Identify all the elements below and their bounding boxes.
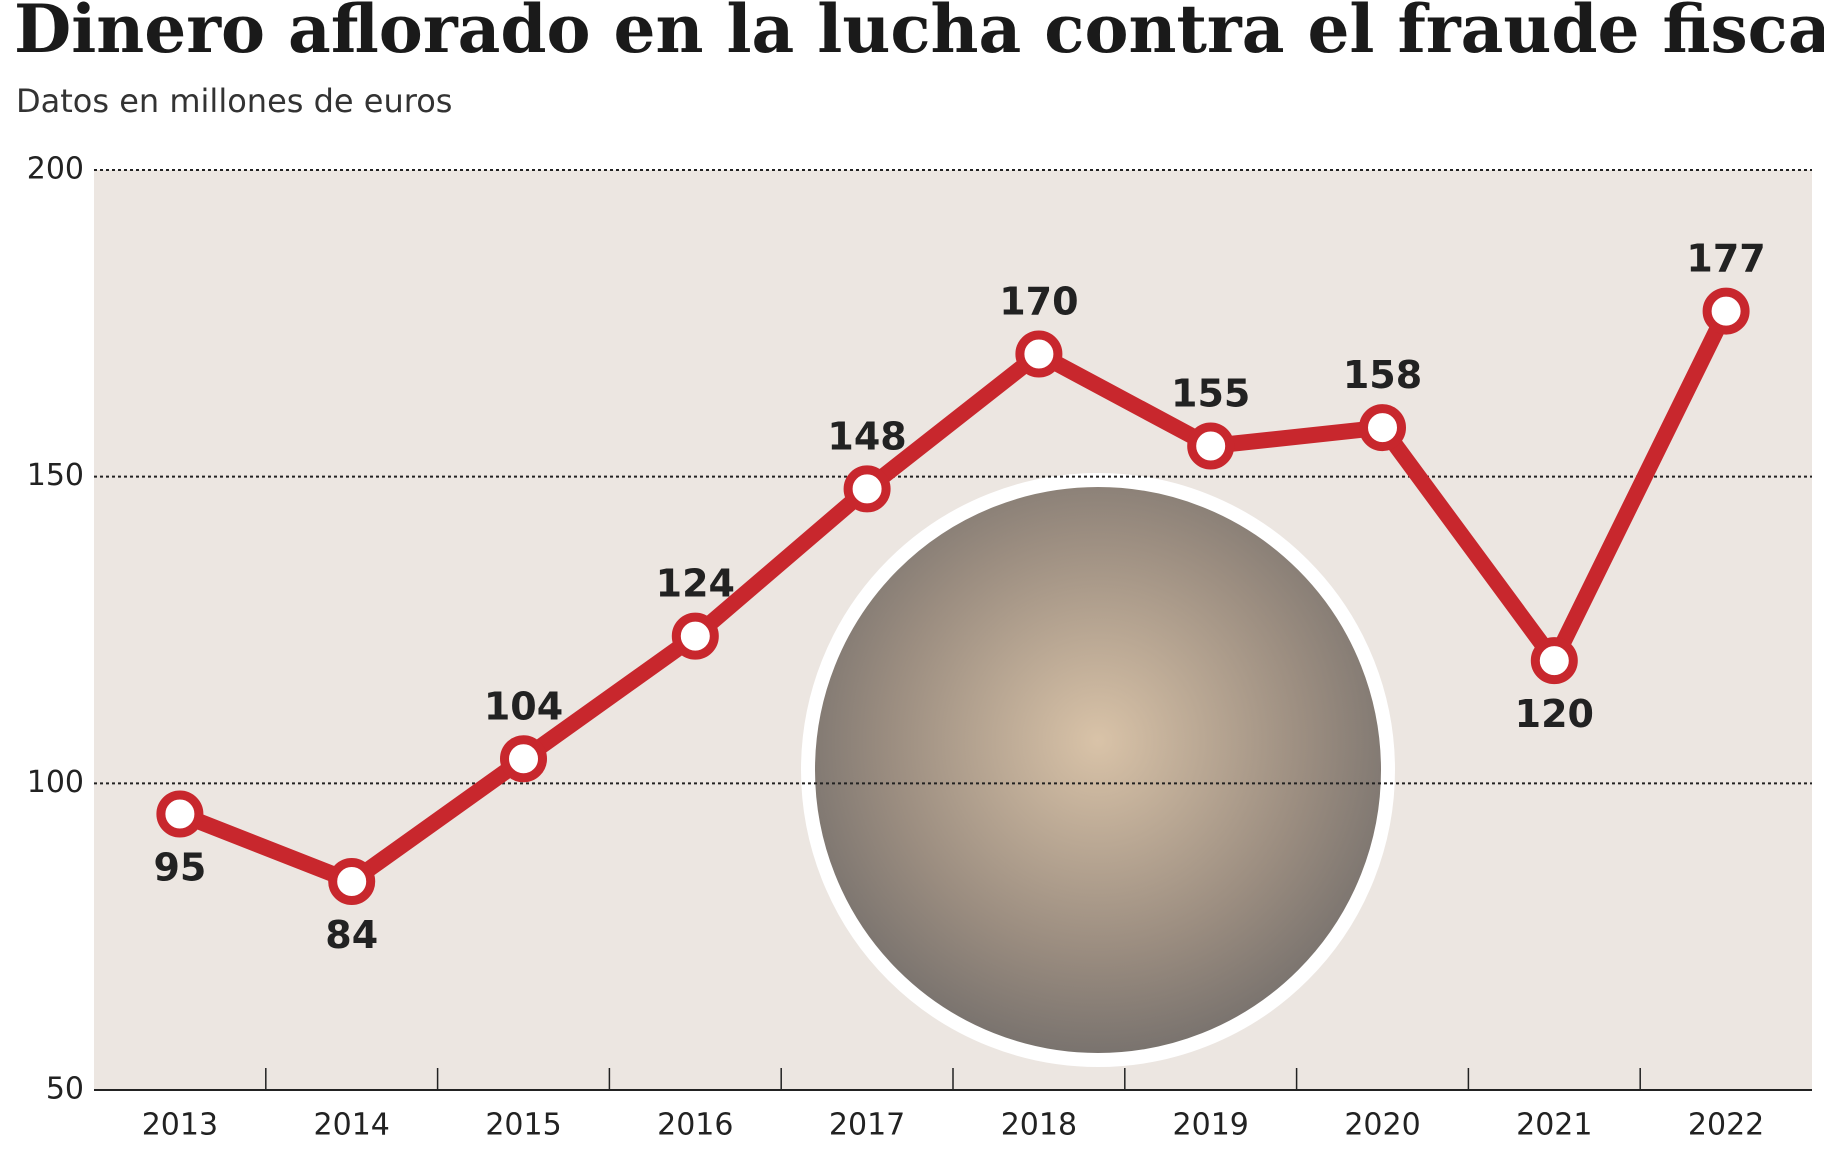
value-label: 124	[656, 562, 735, 606]
line	[176, 307, 1734, 890]
point	[1530, 637, 1578, 685]
x-tick-label: 2020	[1344, 1108, 1420, 1143]
value-label: 155	[1171, 372, 1250, 416]
point	[1702, 287, 1750, 335]
point	[1015, 330, 1063, 378]
value-label: 158	[1343, 353, 1422, 397]
point	[1187, 422, 1235, 470]
chart-layer: 50 100 150 200 2013 2014 2015 2016 2017 2018 2019 2…	[27, 152, 1812, 1143]
y-tick-label: 50	[46, 1072, 84, 1107]
x-tick-label: 2015	[485, 1108, 561, 1143]
y-tick-label: 100	[27, 765, 84, 800]
value-label: 95	[153, 846, 206, 890]
y-tick-label: 200	[27, 152, 84, 187]
point	[156, 790, 204, 838]
x-tick-label: 2016	[657, 1108, 733, 1143]
x-tick-label: 2017	[829, 1108, 905, 1143]
x-tick-label: 2021	[1516, 1108, 1592, 1143]
x-tick-label: 2018	[1001, 1108, 1077, 1143]
point	[500, 735, 547, 783]
value-label: 177	[1686, 237, 1765, 281]
value-label: 84	[325, 913, 378, 957]
x-tick-label: 2022	[1688, 1108, 1764, 1143]
x-tick-label: 2014	[314, 1108, 390, 1143]
value-label: 104	[484, 684, 563, 728]
y-tick-label: 150	[27, 458, 84, 493]
point	[671, 612, 719, 660]
point	[843, 465, 891, 513]
value-label: 120	[1515, 692, 1594, 736]
photo	[801, 473, 1395, 1067]
value-label: 148	[827, 414, 906, 458]
chart-title: Dinero aflorado en la lucha contra el fr…	[14, 0, 1824, 68]
x-tick-label: 2013	[142, 1108, 218, 1143]
point	[1359, 404, 1406, 452]
x-tick-label: 2019	[1173, 1108, 1249, 1143]
value-label: 170	[999, 280, 1078, 324]
chart-subtitle: Datos en millones de euros	[16, 82, 452, 120]
point	[328, 857, 376, 905]
